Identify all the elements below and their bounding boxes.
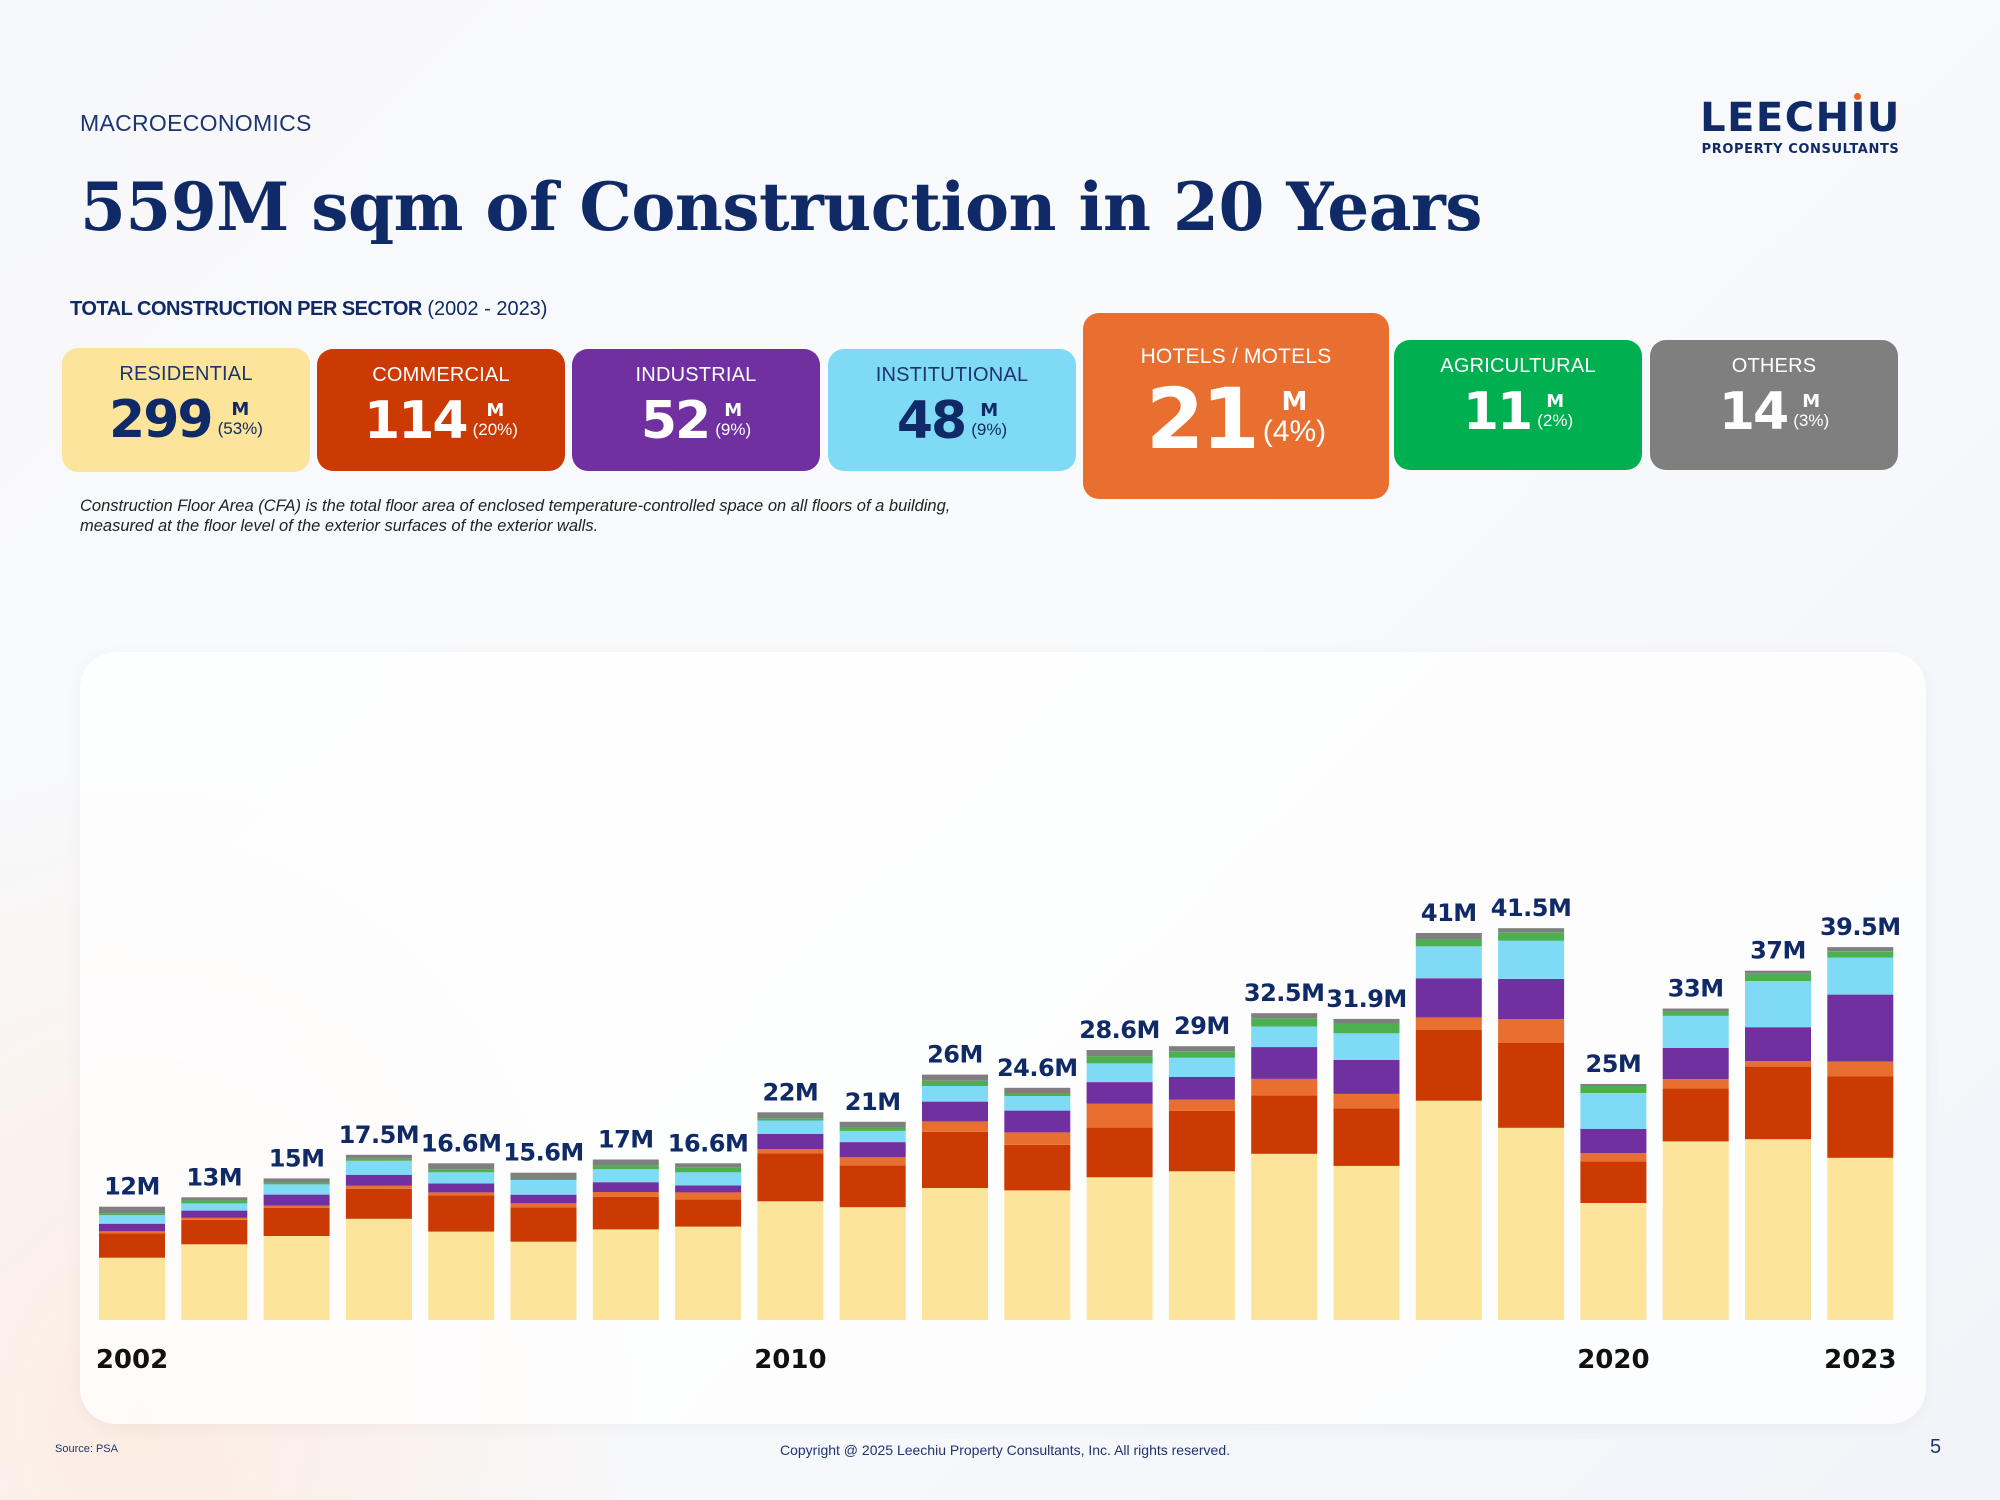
logo-subtitle: PROPERTY CONSULTANTS — [1701, 142, 1900, 157]
sector-card-percent: (3%) — [1793, 411, 1830, 430]
footer-source: Source: PSA — [55, 1443, 118, 1455]
sector-card-percent: (20%) — [472, 420, 518, 439]
sector-card-value: 11 — [1462, 382, 1533, 442]
sector-heading-title: TOTAL CONSTRUCTION PER SECTOR — [70, 298, 422, 320]
sector-card-value: 14 — [1718, 382, 1789, 442]
sector-card-unit-group: M (20%) — [473, 402, 518, 440]
sector-card-institutional: INSTITUTIONAL 48 M (9%) — [828, 349, 1076, 471]
sector-card-label: INSTITUTIONAL — [875, 364, 1029, 386]
sector-card-agricultural: AGRICULTURAL 11 M (2%) — [1394, 340, 1642, 470]
sector-card-unit: M — [980, 400, 999, 421]
cfa-definition-note: Construction Floor Area (CFA) is the tot… — [80, 497, 951, 535]
sector-card-unit-group: M (4%) — [1263, 389, 1326, 449]
company-logo: LEECHIU PROPERTY CONSULTANTS — [1698, 93, 1903, 157]
sector-card-unit: M — [1546, 391, 1565, 412]
sector-card-value-row: 52 M (9%) — [572, 391, 820, 451]
logo-text: LEECHIU — [1700, 95, 1901, 141]
chart-panel — [80, 652, 1926, 1424]
sector-card-label: AGRICULTURAL — [1440, 355, 1596, 377]
sector-card-hotels-motels: HOTELS / MOTELS 21 M (4%) — [1083, 313, 1389, 499]
sector-card-unit: M — [1281, 387, 1308, 417]
sector-card-percent: (9%) — [715, 420, 752, 439]
sector-card-value-row: 21 M (4%) — [1083, 373, 1389, 465]
sector-card-commercial: COMMERCIAL 114 M (20%) — [317, 349, 565, 471]
sector-card-label: RESIDENTIAL — [119, 363, 253, 385]
sector-card-value-row: 48 M (9%) — [828, 391, 1076, 451]
sector-card-label: OTHERS — [1731, 355, 1817, 377]
sector-card-percent: (2%) — [1537, 411, 1574, 430]
sector-card-unit: M — [231, 399, 250, 420]
page-number: 5 — [1930, 1436, 1942, 1458]
sector-card-label: HOTELS / MOTELS — [1140, 345, 1332, 368]
sector-card-unit-group: M (9%) — [715, 402, 751, 440]
sector-card-unit: M — [724, 400, 743, 421]
sector-card-value-row: 114 M (20%) — [317, 391, 565, 451]
sector-card-unit: M — [1802, 391, 1821, 412]
sector-card-value: 52 — [640, 391, 711, 451]
sector-card-unit-group: M (53%) — [218, 401, 263, 439]
logo-dot-icon — [1853, 93, 1861, 100]
sector-card-industrial: INDUSTRIAL 52 M (9%) — [572, 349, 820, 471]
sector-card-value: 299 — [109, 390, 214, 450]
section-label: MACROECONOMICS — [80, 110, 312, 136]
sector-card-value: 48 — [896, 391, 967, 451]
sector-card-value-row: 14 M (3%) — [1650, 382, 1898, 442]
sector-card-unit: M — [486, 400, 505, 421]
sector-card-label: INDUSTRIAL — [635, 364, 757, 386]
sector-card-percent: (53%) — [217, 419, 263, 438]
sector-card-label: COMMERCIAL — [372, 364, 510, 386]
sector-card-value: 114 — [364, 391, 469, 451]
sector-card-unit-group: M (9%) — [971, 402, 1007, 440]
sector-card-percent: (4%) — [1262, 415, 1327, 448]
sector-card-unit-group: M (3%) — [1793, 393, 1829, 431]
sector-card-unit-group: M (2%) — [1537, 393, 1573, 431]
footer-copyright: Copyright @ 2025 Leechiu Property Consul… — [780, 1442, 1230, 1458]
sector-card-percent: (9%) — [971, 420, 1008, 439]
page-title: 559M sqm of Construction in 20 Years — [80, 168, 1482, 246]
sector-card-others: OTHERS 14 M (3%) — [1650, 340, 1898, 470]
sector-heading: TOTAL CONSTRUCTION PER SECTOR (2002 - 20… — [70, 298, 547, 321]
sector-card-value-row: 299 M (53%) — [62, 390, 310, 450]
sector-card-value-row: 11 M (2%) — [1394, 382, 1642, 442]
sector-card-residential: RESIDENTIAL 299 M (53%) — [62, 348, 310, 472]
sector-heading-period: (2002 - 2023) — [427, 298, 548, 320]
sector-card-value: 21 — [1145, 370, 1260, 468]
logo-wordmark: LEECHIU — [1700, 93, 1901, 141]
